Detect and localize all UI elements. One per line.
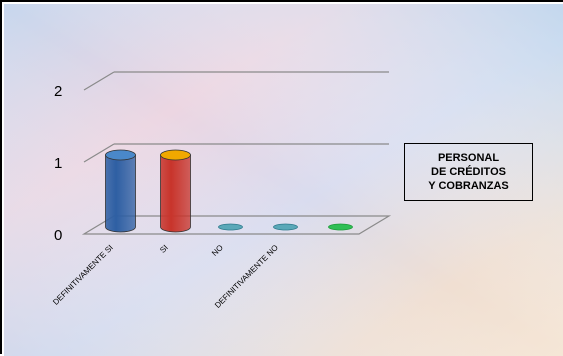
- y-axis-ticks: 0 1 2: [54, 83, 62, 244]
- bar-zero-disc: [218, 223, 243, 231]
- bar: [218, 223, 243, 231]
- bar: [105, 149, 136, 233]
- legend-line-3: Y COBRANZAS: [428, 180, 509, 192]
- gridline-depth-1: [83, 143, 115, 163]
- gridline-depth-2: [83, 71, 115, 91]
- y-tick-label: 1: [54, 155, 62, 172]
- bar: [328, 223, 353, 231]
- chart-background-overlay: [4, 4, 563, 356]
- y-tick-label: 2: [54, 83, 62, 100]
- grid-layer: [81, 71, 392, 235]
- bar: [273, 223, 298, 231]
- x-category-label: SI: [158, 243, 170, 255]
- bar: [160, 149, 191, 233]
- bar-top: [105, 149, 136, 161]
- y-tick-label: 0: [54, 227, 62, 244]
- legend-line-2: DE CRÉDITOS: [431, 166, 506, 178]
- chart-floor: [81, 215, 392, 235]
- bar-body: [160, 154, 191, 233]
- bar-zero-disc: [328, 223, 353, 231]
- bar-layer: [105, 149, 353, 233]
- bar-zero-disc: [273, 223, 298, 231]
- bar-top: [160, 149, 191, 161]
- chart-plot: 012 DEFINITIVAMENTE SI SI NODEFINITIVAMENT…: [4, 4, 563, 356]
- bar-body: [105, 154, 136, 233]
- legend: PERSONAL DE CRÉDITOS Y COBRANZAS: [404, 143, 533, 201]
- legend-line-1: PERSONAL: [437, 152, 500, 164]
